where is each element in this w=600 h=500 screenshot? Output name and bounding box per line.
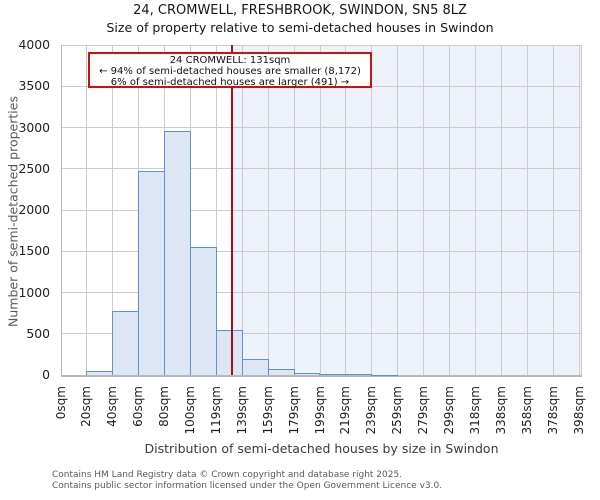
x-tick-text: 20sqm xyxy=(79,386,94,427)
gridline-v xyxy=(552,45,554,375)
axis-spine-left xyxy=(61,45,62,375)
x-tick-text: 299sqm xyxy=(442,386,456,435)
marker-annotation-box: 24 CROMWELL: 131sqm ← 94% of semi-detach… xyxy=(88,52,372,88)
x-tick-text: 378sqm xyxy=(545,386,560,435)
histogram-bar xyxy=(112,310,140,375)
gridline-v xyxy=(526,45,528,375)
gridline-h xyxy=(61,333,582,335)
x-tick-text: 80sqm xyxy=(157,386,172,427)
plot-area: 24 CROMWELL: 131sqm ← 94% of semi-detach… xyxy=(61,44,582,377)
x-tick-text: 239sqm xyxy=(364,386,379,435)
histogram-bar xyxy=(215,329,243,375)
histogram-bar xyxy=(86,371,114,375)
x-tick-text: 0sqm xyxy=(53,386,68,420)
x-tick-text: 219sqm xyxy=(338,386,353,435)
annotation-larger-stat: 6% of semi-detached houses are larger (4… xyxy=(110,77,350,89)
footer-line-2: Contains public sector information licen… xyxy=(52,480,443,491)
histogram-bar xyxy=(241,359,269,375)
x-tick-text: 119sqm xyxy=(208,386,223,435)
histogram-bar xyxy=(267,369,295,375)
gridline-v xyxy=(215,45,217,375)
x-tick-text: 179sqm xyxy=(286,386,301,435)
x-tick-text: 358sqm xyxy=(519,386,534,435)
histogram-bar xyxy=(345,374,373,376)
gridline-h xyxy=(61,44,582,46)
x-tick-text: 100sqm xyxy=(183,386,197,435)
y-tick-label: 2500 xyxy=(18,160,50,176)
gridline-v xyxy=(423,45,425,375)
gridline-v xyxy=(474,45,476,375)
gridline-h xyxy=(61,292,582,293)
y-tick-label: 2000 xyxy=(18,202,50,217)
histogram-bar xyxy=(319,374,347,376)
gridline-v xyxy=(345,45,347,375)
y-tick-label: 3500 xyxy=(18,78,50,94)
gridline-h xyxy=(61,250,582,252)
gridline-v xyxy=(371,45,373,375)
x-tick-text: 60sqm xyxy=(131,386,146,427)
chart-subtitle: Size of property relative to semi-detach… xyxy=(106,20,494,35)
y-tick-label: 1500 xyxy=(18,243,50,259)
gridline-v xyxy=(86,45,88,375)
histogram-bar xyxy=(164,130,191,375)
axis-spine-right xyxy=(581,45,582,375)
y-tick-label: 3000 xyxy=(18,119,50,135)
x-tick-text: 40sqm xyxy=(105,386,120,427)
y-tick-label: 0 xyxy=(42,367,50,382)
x-tick-text: 159sqm xyxy=(260,386,275,435)
chart-title: 24, CROMWELL, FRESHBROOK, SWINDON, SN5 8… xyxy=(133,3,467,18)
x-tick-text: 279sqm xyxy=(416,386,431,435)
annotation-smaller-stat: ← 94% of semi-detached houses are smalle… xyxy=(99,66,361,78)
annotation-property-size: 24 CROMWELL: 131sqm xyxy=(169,55,291,66)
marker-line xyxy=(231,45,233,375)
x-tick-text: 338sqm xyxy=(493,386,508,435)
y-tick-label: 4000 xyxy=(18,37,50,52)
attribution-footer: Contains HM Land Registry data © Crown c… xyxy=(52,470,442,491)
axis-spine-bottom xyxy=(61,375,582,377)
gridline-v xyxy=(267,45,269,375)
gridline-h xyxy=(61,168,582,170)
gridline-v xyxy=(500,45,502,375)
gridline-h xyxy=(61,127,582,128)
gridline-v xyxy=(397,45,399,375)
y-tick-label: 500 xyxy=(26,325,50,341)
gridline-v xyxy=(112,45,114,375)
histogram-bar xyxy=(138,171,166,375)
histogram-bar xyxy=(190,247,217,375)
gridline-v xyxy=(319,45,321,375)
footer-line-1: Contains HM Land Registry data © Crown c… xyxy=(52,470,403,480)
gridline-h xyxy=(61,209,582,211)
x-tick-text: 139sqm xyxy=(234,386,249,435)
gridline-v xyxy=(578,45,580,375)
x-tick-text: 398sqm xyxy=(571,386,586,435)
gridline-v xyxy=(449,45,450,375)
gridline-v xyxy=(241,45,243,375)
x-tick-text: 199sqm xyxy=(312,386,327,435)
histogram-bar xyxy=(371,374,399,376)
x-tick-text: 318sqm xyxy=(467,386,482,435)
x-axis-title: Distribution of semi-detached houses by … xyxy=(144,441,499,456)
histogram-bar xyxy=(293,372,321,375)
y-tick-label: 1000 xyxy=(18,284,50,300)
x-tick-text: 259sqm xyxy=(390,386,405,435)
gridline-v xyxy=(293,45,295,375)
